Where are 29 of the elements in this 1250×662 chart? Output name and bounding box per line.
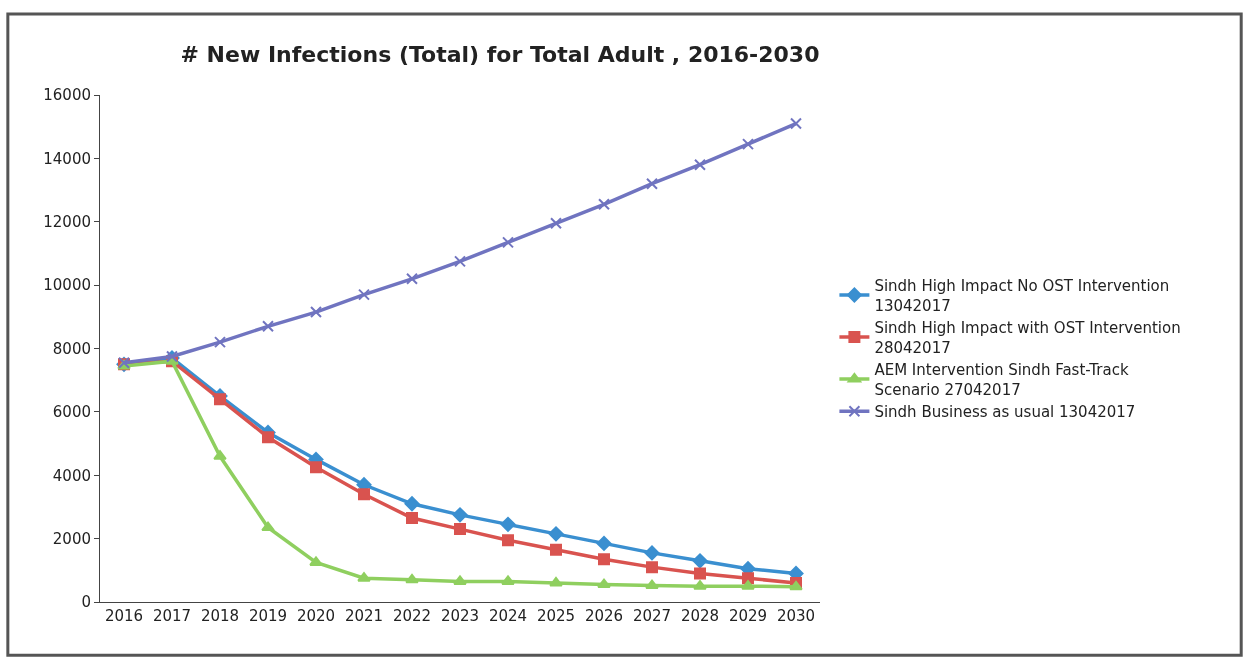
x-tick-label: 2018 [200,607,240,625]
x-tick-label: 2021 [344,607,384,625]
x-tick-label: 2016 [104,607,144,625]
x-tick-label: 2028 [680,607,720,625]
chart-title: # New Infections (Total) for Total Adult , 2016-2030 [180,41,820,67]
legend-label: Sindh High Impact No OST Intervention 13042017 [874,277,1170,315]
y-tick-label: 14000 [43,149,91,168]
legend-label: AEM Intervention Sindh Fast-Track Scenario 27042017 [874,361,1129,399]
y-tick-label: 8000 [52,339,91,358]
x-tick-label: 2023 [440,607,480,625]
y-tick-label: 6000 [52,403,91,422]
y-tick-label: 4000 [52,466,91,485]
legend-label: Sindh High Impact with OST Intervention 28042017 [874,319,1181,357]
y-tick-label: 16000 [43,86,91,105]
x-tick-label: 2030 [776,607,816,625]
legend-label: Sindh Business as usual 13042017 [874,403,1136,422]
x-tick-label: 2024 [488,607,528,625]
x-tick-label: 2027 [632,607,672,625]
y-tick-label: 10000 [43,276,91,295]
y-tick-label: 2000 [52,529,91,548]
x-tick-label: 2017 [152,607,192,625]
y-tick-label: 0 [81,593,91,612]
x-tick-label: 2029 [728,607,768,625]
x-tick-label: 2020 [296,607,336,625]
x-tick-label: 2019 [248,607,288,625]
x-tick-label: 2025 [536,607,576,625]
x-tick-label: 2026 [584,607,624,625]
x-tick-label: 2022 [392,607,432,625]
y-tick-label: 12000 [43,213,91,231]
